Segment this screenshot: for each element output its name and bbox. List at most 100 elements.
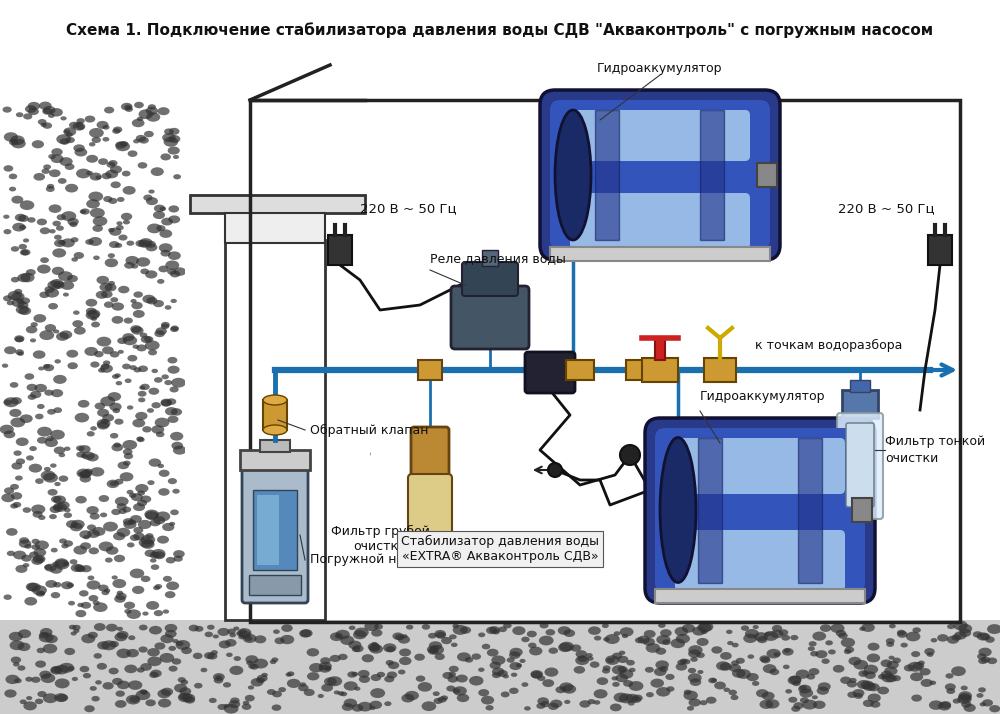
Ellipse shape <box>313 390 326 398</box>
Ellipse shape <box>275 382 283 387</box>
Ellipse shape <box>111 443 123 451</box>
Ellipse shape <box>154 643 165 650</box>
Ellipse shape <box>503 623 512 628</box>
Ellipse shape <box>266 553 280 562</box>
FancyBboxPatch shape <box>242 467 308 603</box>
Ellipse shape <box>17 299 23 304</box>
Ellipse shape <box>544 668 558 677</box>
Ellipse shape <box>414 653 425 660</box>
Ellipse shape <box>90 426 97 431</box>
Ellipse shape <box>818 683 831 691</box>
Ellipse shape <box>243 378 255 386</box>
Ellipse shape <box>954 631 967 640</box>
Ellipse shape <box>345 163 354 169</box>
Ellipse shape <box>821 658 830 664</box>
Bar <box>655 589 865 603</box>
Ellipse shape <box>771 630 783 638</box>
Ellipse shape <box>125 256 139 265</box>
Ellipse shape <box>258 414 273 423</box>
Ellipse shape <box>333 511 347 520</box>
Ellipse shape <box>327 164 338 171</box>
Ellipse shape <box>253 592 260 596</box>
Ellipse shape <box>227 628 236 634</box>
Ellipse shape <box>930 680 936 685</box>
Ellipse shape <box>85 116 95 123</box>
Ellipse shape <box>245 655 258 664</box>
Ellipse shape <box>80 208 90 215</box>
Bar <box>700 110 724 240</box>
Ellipse shape <box>223 164 238 174</box>
Ellipse shape <box>290 343 304 352</box>
Ellipse shape <box>131 326 144 335</box>
Ellipse shape <box>339 442 349 448</box>
Ellipse shape <box>861 623 875 632</box>
Ellipse shape <box>224 704 239 713</box>
Ellipse shape <box>81 602 91 609</box>
Ellipse shape <box>61 211 76 221</box>
Ellipse shape <box>24 544 32 549</box>
Ellipse shape <box>449 634 457 639</box>
Ellipse shape <box>147 408 154 413</box>
Ellipse shape <box>241 211 255 221</box>
Ellipse shape <box>174 683 187 693</box>
Ellipse shape <box>369 644 380 652</box>
Ellipse shape <box>357 394 364 399</box>
Ellipse shape <box>122 333 134 341</box>
Ellipse shape <box>89 595 98 601</box>
Ellipse shape <box>136 436 144 441</box>
Ellipse shape <box>806 674 815 680</box>
Ellipse shape <box>295 275 308 284</box>
Ellipse shape <box>140 383 150 390</box>
Ellipse shape <box>881 660 892 667</box>
Ellipse shape <box>31 322 38 327</box>
Ellipse shape <box>271 525 278 530</box>
Ellipse shape <box>159 470 170 477</box>
Ellipse shape <box>223 328 231 333</box>
Ellipse shape <box>45 563 57 572</box>
Ellipse shape <box>59 538 67 543</box>
Ellipse shape <box>182 693 195 703</box>
Bar <box>190 195 365 213</box>
Ellipse shape <box>509 688 519 694</box>
Ellipse shape <box>788 675 801 685</box>
Ellipse shape <box>106 546 118 555</box>
Ellipse shape <box>353 390 364 397</box>
Ellipse shape <box>287 671 294 676</box>
Ellipse shape <box>20 700 27 704</box>
Ellipse shape <box>422 701 436 711</box>
Ellipse shape <box>114 595 126 603</box>
Ellipse shape <box>28 102 40 110</box>
Ellipse shape <box>815 650 827 658</box>
Ellipse shape <box>273 630 280 634</box>
Ellipse shape <box>332 522 341 528</box>
Ellipse shape <box>162 523 174 531</box>
Ellipse shape <box>313 458 325 466</box>
Ellipse shape <box>953 620 968 630</box>
Ellipse shape <box>329 164 335 167</box>
Ellipse shape <box>359 261 368 267</box>
Ellipse shape <box>296 358 303 362</box>
Ellipse shape <box>537 675 545 681</box>
Ellipse shape <box>70 559 77 564</box>
Ellipse shape <box>232 393 240 398</box>
Ellipse shape <box>310 331 322 339</box>
Ellipse shape <box>112 579 126 588</box>
Ellipse shape <box>279 338 292 347</box>
Ellipse shape <box>238 276 248 283</box>
Ellipse shape <box>267 212 277 218</box>
Ellipse shape <box>133 310 145 318</box>
Ellipse shape <box>364 621 379 631</box>
Ellipse shape <box>333 123 343 130</box>
Ellipse shape <box>287 606 298 614</box>
Ellipse shape <box>88 191 103 201</box>
Ellipse shape <box>809 641 817 646</box>
Ellipse shape <box>297 493 307 499</box>
Ellipse shape <box>259 356 271 364</box>
Ellipse shape <box>170 386 179 393</box>
Ellipse shape <box>39 633 54 643</box>
Ellipse shape <box>76 446 84 451</box>
Ellipse shape <box>847 680 857 688</box>
Ellipse shape <box>124 609 131 614</box>
Ellipse shape <box>324 344 332 349</box>
Ellipse shape <box>296 207 307 214</box>
